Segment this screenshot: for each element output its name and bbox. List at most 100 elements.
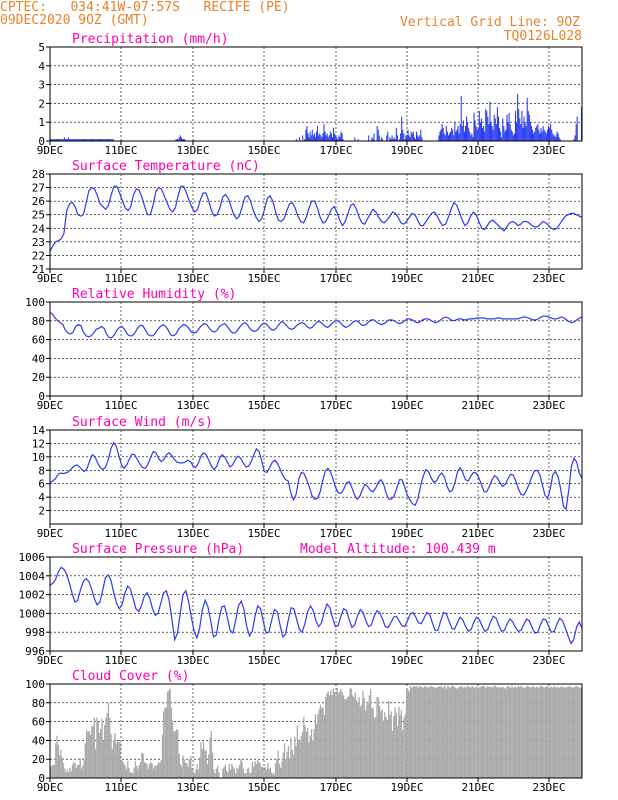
precip-bar: [410, 131, 412, 141]
precip-bar: [513, 133, 515, 141]
precip-bar: [333, 127, 335, 141]
precip-bar: [438, 135, 440, 141]
cloud-bar: [542, 686, 544, 778]
cloud-bar: [172, 720, 174, 778]
precip-bar: [489, 101, 491, 141]
cloud-bar: [507, 685, 509, 778]
y-tick-label: 14: [32, 424, 46, 437]
cloud-bar: [73, 762, 75, 778]
precip-bar: [450, 131, 452, 141]
precip-bar: [51, 139, 53, 141]
precip-bar: [546, 129, 548, 141]
x-tick-label: 11DEC: [104, 144, 137, 157]
precip-bar: [104, 139, 106, 141]
cloud-bar: [303, 716, 305, 778]
precip-bar: [376, 125, 378, 141]
cloud-bar: [97, 720, 99, 778]
cloud-bar: [111, 748, 113, 778]
precip-bar: [55, 139, 57, 141]
precip-bar: [469, 131, 471, 141]
x-tick-label: 13DEC: [176, 654, 209, 667]
precip-bar: [530, 125, 532, 141]
x-tick-label: 9DEC: [37, 654, 64, 667]
cloud-bar: [199, 757, 201, 778]
cloud-bar: [497, 687, 499, 778]
cloud-bar: [540, 685, 543, 778]
model-altitude-label: Model Altitude: 100.439 m: [300, 542, 496, 557]
cloud-bar: [520, 685, 522, 778]
cloud-bar: [74, 762, 76, 778]
cloud-bar: [137, 768, 139, 778]
precip-bar: [100, 139, 102, 141]
precip-bar: [405, 135, 407, 141]
cloud-bar: [211, 752, 214, 778]
precip-bar: [79, 139, 81, 141]
cloud-bar: [161, 734, 164, 778]
x-tick-label: 9DEC: [37, 272, 64, 285]
cloud-bar: [269, 767, 272, 778]
precip-bar: [387, 131, 389, 141]
x-tick-label: 21DEC: [461, 654, 494, 667]
cloud-bar: [499, 687, 502, 778]
cloud-bar: [258, 762, 260, 778]
precip-bar: [575, 124, 577, 141]
cloud-bar: [380, 711, 382, 778]
cloud-bar: [562, 687, 565, 778]
cloud-bar: [502, 686, 504, 778]
precip-bar: [493, 114, 495, 141]
cloud-bar: [539, 685, 541, 778]
cloud-bar: [193, 773, 196, 778]
precip-bar: [543, 129, 545, 141]
precip-bar: [320, 135, 322, 141]
cloud-bar: [358, 697, 360, 778]
cloud-bar: [245, 773, 247, 778]
cloud-bar: [385, 716, 387, 778]
precip-bar: [444, 135, 446, 141]
cloud-bar: [154, 765, 156, 778]
cloud-bar: [278, 763, 281, 778]
precip-bar: [413, 137, 415, 141]
y-tick-label: 4: [38, 60, 45, 73]
precip-bar: [510, 129, 512, 141]
cloud-bar: [53, 764, 56, 778]
cloud-bar: [61, 757, 63, 778]
cloud-bar: [489, 686, 491, 778]
cloud-bar: [484, 686, 486, 778]
x-tick-label: 17DEC: [319, 399, 352, 412]
x-tick-label: 17DEC: [319, 781, 352, 794]
cloud-bar: [537, 686, 539, 778]
cloud-bar: [182, 755, 184, 778]
cloud-bar: [138, 764, 140, 778]
cloud-bar: [462, 687, 464, 778]
precip-bar: [317, 125, 319, 141]
precip-bar: [464, 125, 467, 141]
cloud-bar: [55, 743, 57, 778]
cloud-bar: [262, 766, 264, 778]
panel-frame: [49, 301, 583, 397]
cloud-bar: [296, 725, 299, 778]
cloud-bar: [94, 748, 97, 778]
x-tick-label: 19DEC: [390, 654, 423, 667]
precip-bar: [550, 124, 552, 141]
precip-bar: [401, 116, 403, 141]
cloud-bar: [373, 717, 376, 778]
y-tick-label: 996: [25, 645, 45, 658]
cloud-bar: [191, 767, 193, 778]
cloud-bar: [580, 687, 582, 778]
cloud-bar: [50, 766, 52, 778]
precip-bar: [339, 137, 341, 141]
precip-bar: [541, 131, 543, 141]
cloud-bar: [227, 772, 229, 778]
precip-bar: [111, 139, 113, 141]
cloud-bar: [151, 763, 153, 778]
precip-bar: [512, 135, 514, 141]
precip-bar: [373, 133, 375, 141]
cloud-bar: [175, 729, 178, 778]
cloud-bar: [390, 711, 392, 778]
cloud-bar: [152, 768, 155, 778]
cloud-bar: [558, 687, 561, 778]
x-tick-label: 23DEC: [532, 781, 565, 794]
cloud-bar: [250, 772, 252, 778]
precip-bar: [555, 137, 557, 141]
y-tick-label: 40: [32, 734, 45, 747]
